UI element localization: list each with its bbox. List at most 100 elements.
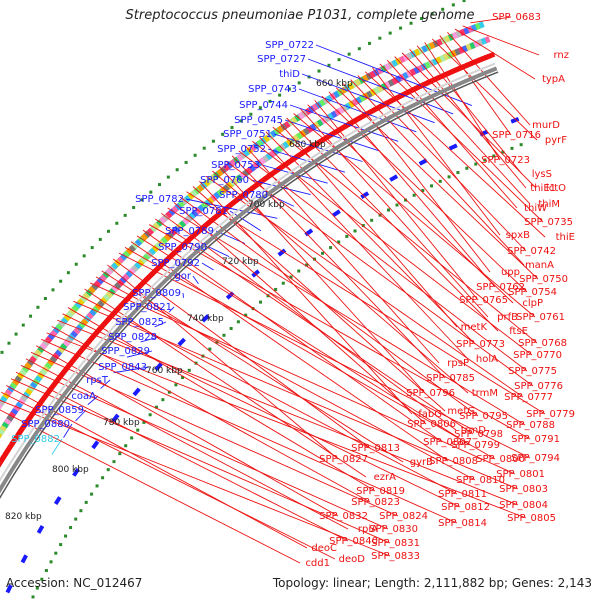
leader-line (41, 338, 458, 524)
right-gene-label: SPP_0805 (507, 513, 556, 524)
outer-tick-dot (451, 3, 455, 7)
leader-line (154, 321, 167, 328)
leader-line (0, 399, 391, 557)
right-gene-label: SPP_0803 (499, 484, 548, 495)
right-gene-label: SPP_0810 (456, 475, 505, 486)
outer-tick-dot (175, 168, 179, 172)
right-gene-label: SPP_0799 (451, 440, 500, 451)
left-gene-label: SPP_0752 (217, 144, 266, 155)
leader-line (238, 150, 528, 372)
right-gene-label: SPP_0735 (524, 217, 573, 228)
reverse-cds (251, 269, 260, 278)
leader-line (51, 438, 63, 455)
inner-tick-dot (259, 300, 263, 304)
leader-line (161, 213, 457, 431)
leader-line (454, 28, 536, 80)
outer-tick-dot (193, 153, 197, 157)
accession-label: Accession: NC_012467 (6, 576, 143, 590)
right-gene-label: SPP_0840 (329, 536, 378, 547)
leader-line (87, 395, 99, 405)
leader-line (167, 207, 526, 426)
leader-line (321, 95, 528, 293)
outer-tick-dot (132, 206, 136, 210)
inner-tick-dot (49, 560, 53, 564)
right-gene-label: cdd1 (305, 558, 330, 569)
leader-line (439, 35, 512, 136)
outer-tick-dot (409, 21, 413, 25)
leader-line (179, 196, 479, 417)
inner-tick-dot (229, 326, 233, 330)
leader-line (462, 25, 540, 56)
leader-line (350, 79, 525, 266)
right-gene-label: trmM (472, 388, 498, 399)
right-gene-label: ftsE (509, 326, 528, 337)
left-gene-label: gor (174, 271, 191, 282)
right-gene-label: SPP_0761 (516, 312, 565, 323)
outer-tick-dot (357, 47, 361, 51)
inner-tick-dot (130, 436, 134, 440)
kbp-label: 680 kbp (289, 140, 326, 150)
outer-tick-dot (149, 190, 153, 194)
right-gene-label: SPP_0800 (476, 454, 525, 465)
leader-line (25, 358, 349, 530)
backbone-ring (0, 66, 498, 494)
inner-tick-dot (154, 405, 158, 409)
leader-line (20, 365, 389, 530)
leader-line (95, 276, 476, 481)
kbp-label: 660 kbp (316, 79, 353, 89)
inner-tick-dot (236, 320, 240, 324)
inner-tick-dot (142, 420, 146, 424)
inner-tick-dot (35, 586, 39, 590)
blast-segment (0, 399, 6, 413)
leader-line (90, 282, 516, 475)
inner-tick-dot (44, 569, 48, 573)
right-gene-label: typA (542, 74, 565, 85)
right-gene-label: SPP_0811 (438, 489, 487, 500)
outer-tick-dot (368, 41, 372, 45)
inner-tick-dot (222, 333, 226, 337)
leader-line (372, 67, 501, 236)
right-gene-label: SPP_0806 (407, 419, 456, 430)
inner-tick-dot (421, 189, 425, 193)
reverse-cds (36, 524, 45, 534)
kbp-label: 780 kbp (103, 418, 140, 428)
leader-line (154, 218, 474, 435)
inner-tick-dot (31, 595, 35, 599)
right-gene-label: rpsP (447, 358, 469, 369)
leader-line (357, 75, 527, 252)
outer-tick-dot (51, 288, 55, 292)
inner-tick-dot (456, 171, 460, 175)
left-gene-label: SPP_0743 (248, 84, 297, 95)
kbp-ticks: 660 kbp 680 kbp 700 kbp 720 kbp 740 kbp 760 k… (5, 79, 353, 522)
inner-tick-dot (101, 476, 105, 480)
left-gene-label: SPP_0781 (179, 206, 228, 217)
leader-line (401, 52, 537, 189)
left-gene-label: SPP_0745 (234, 115, 283, 126)
kbp-label: 720 kbp (222, 257, 259, 267)
outer-tick-dot (0, 350, 4, 354)
inner-tick-dot (274, 287, 278, 291)
left-gene-label: SPP_0809 (132, 288, 181, 299)
leader-line (75, 409, 87, 422)
right-gene-label: SPP_0770 (513, 350, 562, 361)
leader-line (192, 275, 199, 285)
inner-tick-dot (501, 150, 505, 154)
inner-tick-dot (297, 269, 301, 273)
outer-tick-dot (399, 26, 403, 30)
leader-line (225, 160, 534, 387)
right-gene-label: trmD (461, 425, 487, 436)
leader-line (0, 409, 301, 564)
inner-tick-dot (289, 275, 293, 279)
inner-tick-dot (353, 229, 357, 233)
right-gene-label: holA (476, 354, 498, 365)
map-rings (0, 62, 499, 500)
reverse-cds (72, 467, 80, 477)
outer-tick-dot (29, 314, 33, 318)
right-gene-label: lctO (546, 183, 566, 194)
leader-line (394, 56, 531, 205)
leader-line (30, 351, 399, 517)
right-gene-label: deoC (311, 543, 337, 554)
inner-tick-dot (106, 468, 110, 472)
right-gene-label: rpiA (358, 524, 378, 535)
